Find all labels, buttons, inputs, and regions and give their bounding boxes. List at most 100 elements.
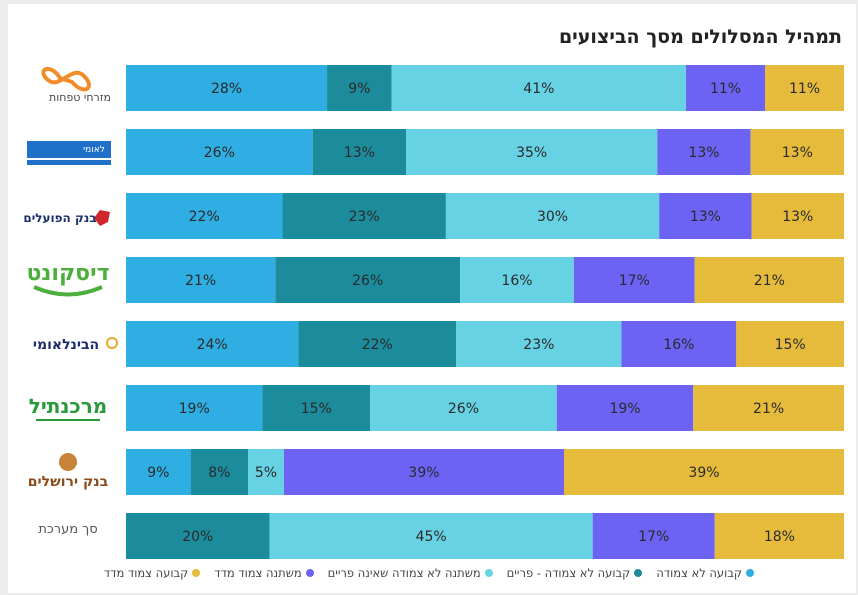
bar-segment — [126, 65, 328, 111]
bar-value-label: 20% — [182, 529, 213, 545]
svg-text:מזרחי טפחות: מזרחי טפחות — [49, 91, 111, 104]
bar-segment — [686, 65, 766, 111]
legend-swatch — [634, 569, 643, 577]
svg-text:בנק הפועלים: בנק הפועלים — [23, 211, 96, 225]
bar-segment — [456, 321, 622, 367]
bar-value-label: 16% — [501, 273, 532, 289]
legend-label: משתנה צמוד מדד — [214, 566, 302, 580]
bar-segment — [657, 129, 751, 175]
leumi-logo: לאומי — [27, 141, 111, 165]
bar-segment — [750, 129, 844, 175]
bar-segment — [694, 257, 844, 303]
legend-item: משתנה צמוד מדד — [214, 566, 314, 580]
bar-value-label: 17% — [638, 529, 669, 545]
bar-value-label: 26% — [204, 145, 235, 161]
bar-value-label: 13% — [782, 209, 813, 225]
svg-text:הבינלאומי: הבינלאומי — [33, 337, 99, 353]
legend-item: קבועה צמוד מדד — [103, 566, 201, 580]
bar-value-label: 8% — [208, 465, 230, 481]
bar-segment — [126, 193, 283, 239]
bars-group: 28% 9% 41% 11% 11% 26% 13% 35% 13% 13% 22% 23% 30% 13… — [126, 65, 844, 559]
bar-segment — [693, 385, 844, 431]
bar-segment — [126, 321, 299, 367]
bar-value-label: 9% — [147, 465, 169, 481]
legend-swatch — [746, 569, 755, 577]
bar-segment — [563, 449, 844, 495]
bar-value-label: 23% — [349, 209, 380, 225]
bar-value-label: 21% — [753, 401, 784, 417]
bar-segment — [659, 193, 752, 239]
bar-value-label: 26% — [352, 273, 383, 289]
bar-value-label: 30% — [537, 209, 568, 225]
bar-value-label: 19% — [179, 401, 210, 417]
chart-legend: קבועה לא צמודה קבועה לא צמודה - פריים משתנ… — [0, 566, 858, 580]
bar-segment — [126, 257, 276, 303]
bar-value-label: 19% — [609, 401, 640, 417]
bar-segment — [312, 129, 407, 175]
bar-value-label: 16% — [663, 337, 694, 353]
svg-text:לאומי: לאומי — [83, 145, 105, 155]
bar-value-label: 15% — [301, 401, 332, 417]
bar-value-label: 26% — [448, 401, 479, 417]
category-label-system-total: סך מערכת — [38, 522, 97, 537]
bar-value-label: 5% — [255, 465, 277, 481]
svg-text:בנק ירושלים: בנק ירושלים — [28, 474, 108, 490]
bar-segment — [460, 257, 574, 303]
legend-swatch — [484, 569, 493, 577]
bar-value-label: 22% — [362, 337, 393, 353]
bar-segment — [126, 129, 313, 175]
bar-segment — [751, 193, 844, 239]
svg-text:דיסקונט: דיסקונט — [26, 261, 109, 286]
bar-segment — [126, 513, 270, 559]
bar-segment — [262, 385, 371, 431]
legend-label: משתנה לא צמודה שאינה פריים — [327, 566, 481, 580]
bar-value-label: 13% — [690, 209, 721, 225]
bar-value-label: 45% — [416, 529, 447, 545]
chart-title: תמהיל המסלולים מסך הביצועים — [558, 26, 842, 48]
bar-value-label: 15% — [775, 337, 806, 353]
bar-value-label: 13% — [782, 145, 813, 161]
bar-value-label: 13% — [688, 145, 719, 161]
legend-swatch — [192, 569, 201, 577]
bar-segment — [126, 385, 263, 431]
bar-segment — [248, 449, 284, 495]
legend-item: משתנה לא צמודה שאינה פריים — [328, 566, 493, 580]
svg-text:מרכנתיל: מרכנתיל — [29, 394, 108, 418]
mizrahi-tefahot-logo: מזרחי טפחות — [41, 66, 111, 104]
bar-value-label: 35% — [516, 145, 547, 161]
legend-label: קבועה לא צמודה - פריים — [506, 566, 631, 580]
bar-value-label: 18% — [764, 529, 795, 545]
bar-value-label: 13% — [344, 145, 375, 161]
bar-value-label: 11% — [789, 81, 820, 97]
bar-value-label: 9% — [348, 81, 370, 97]
bar-segment — [736, 321, 844, 367]
bar-segment — [391, 65, 687, 111]
bar-segment — [190, 449, 249, 495]
bar-segment — [573, 257, 695, 303]
discount-logo: דיסקונט — [26, 261, 110, 297]
bar-value-label: 21% — [185, 273, 216, 289]
bar-segment — [592, 513, 715, 559]
legend-item: קבועה לא צמודה — [656, 566, 755, 580]
legend-label: קבועה לא צמודה — [656, 566, 743, 580]
bar-value-label: 39% — [688, 465, 719, 481]
bar-segment — [406, 129, 658, 175]
bar-segment — [765, 65, 844, 111]
bar-value-label: 41% — [523, 81, 554, 97]
bar-segment — [283, 449, 564, 495]
bar-segment — [282, 193, 446, 239]
bank-jerusalem-logo: בנק ירושלים — [28, 453, 108, 490]
legend-label: קבועה צמוד מדד — [103, 566, 189, 580]
legend-swatch — [305, 569, 314, 577]
bar-segment — [714, 513, 844, 559]
bar-segment — [327, 65, 392, 111]
bar-segment — [269, 513, 593, 559]
bar-value-label: 22% — [189, 209, 220, 225]
bar-value-label: 28% — [211, 81, 242, 97]
bar-value-label: 21% — [754, 273, 785, 289]
bar-value-label: 11% — [710, 81, 741, 97]
fibi-logo: הבינלאומי — [33, 337, 118, 353]
bar-value-label: 17% — [619, 273, 650, 289]
bar-segment — [298, 321, 457, 367]
